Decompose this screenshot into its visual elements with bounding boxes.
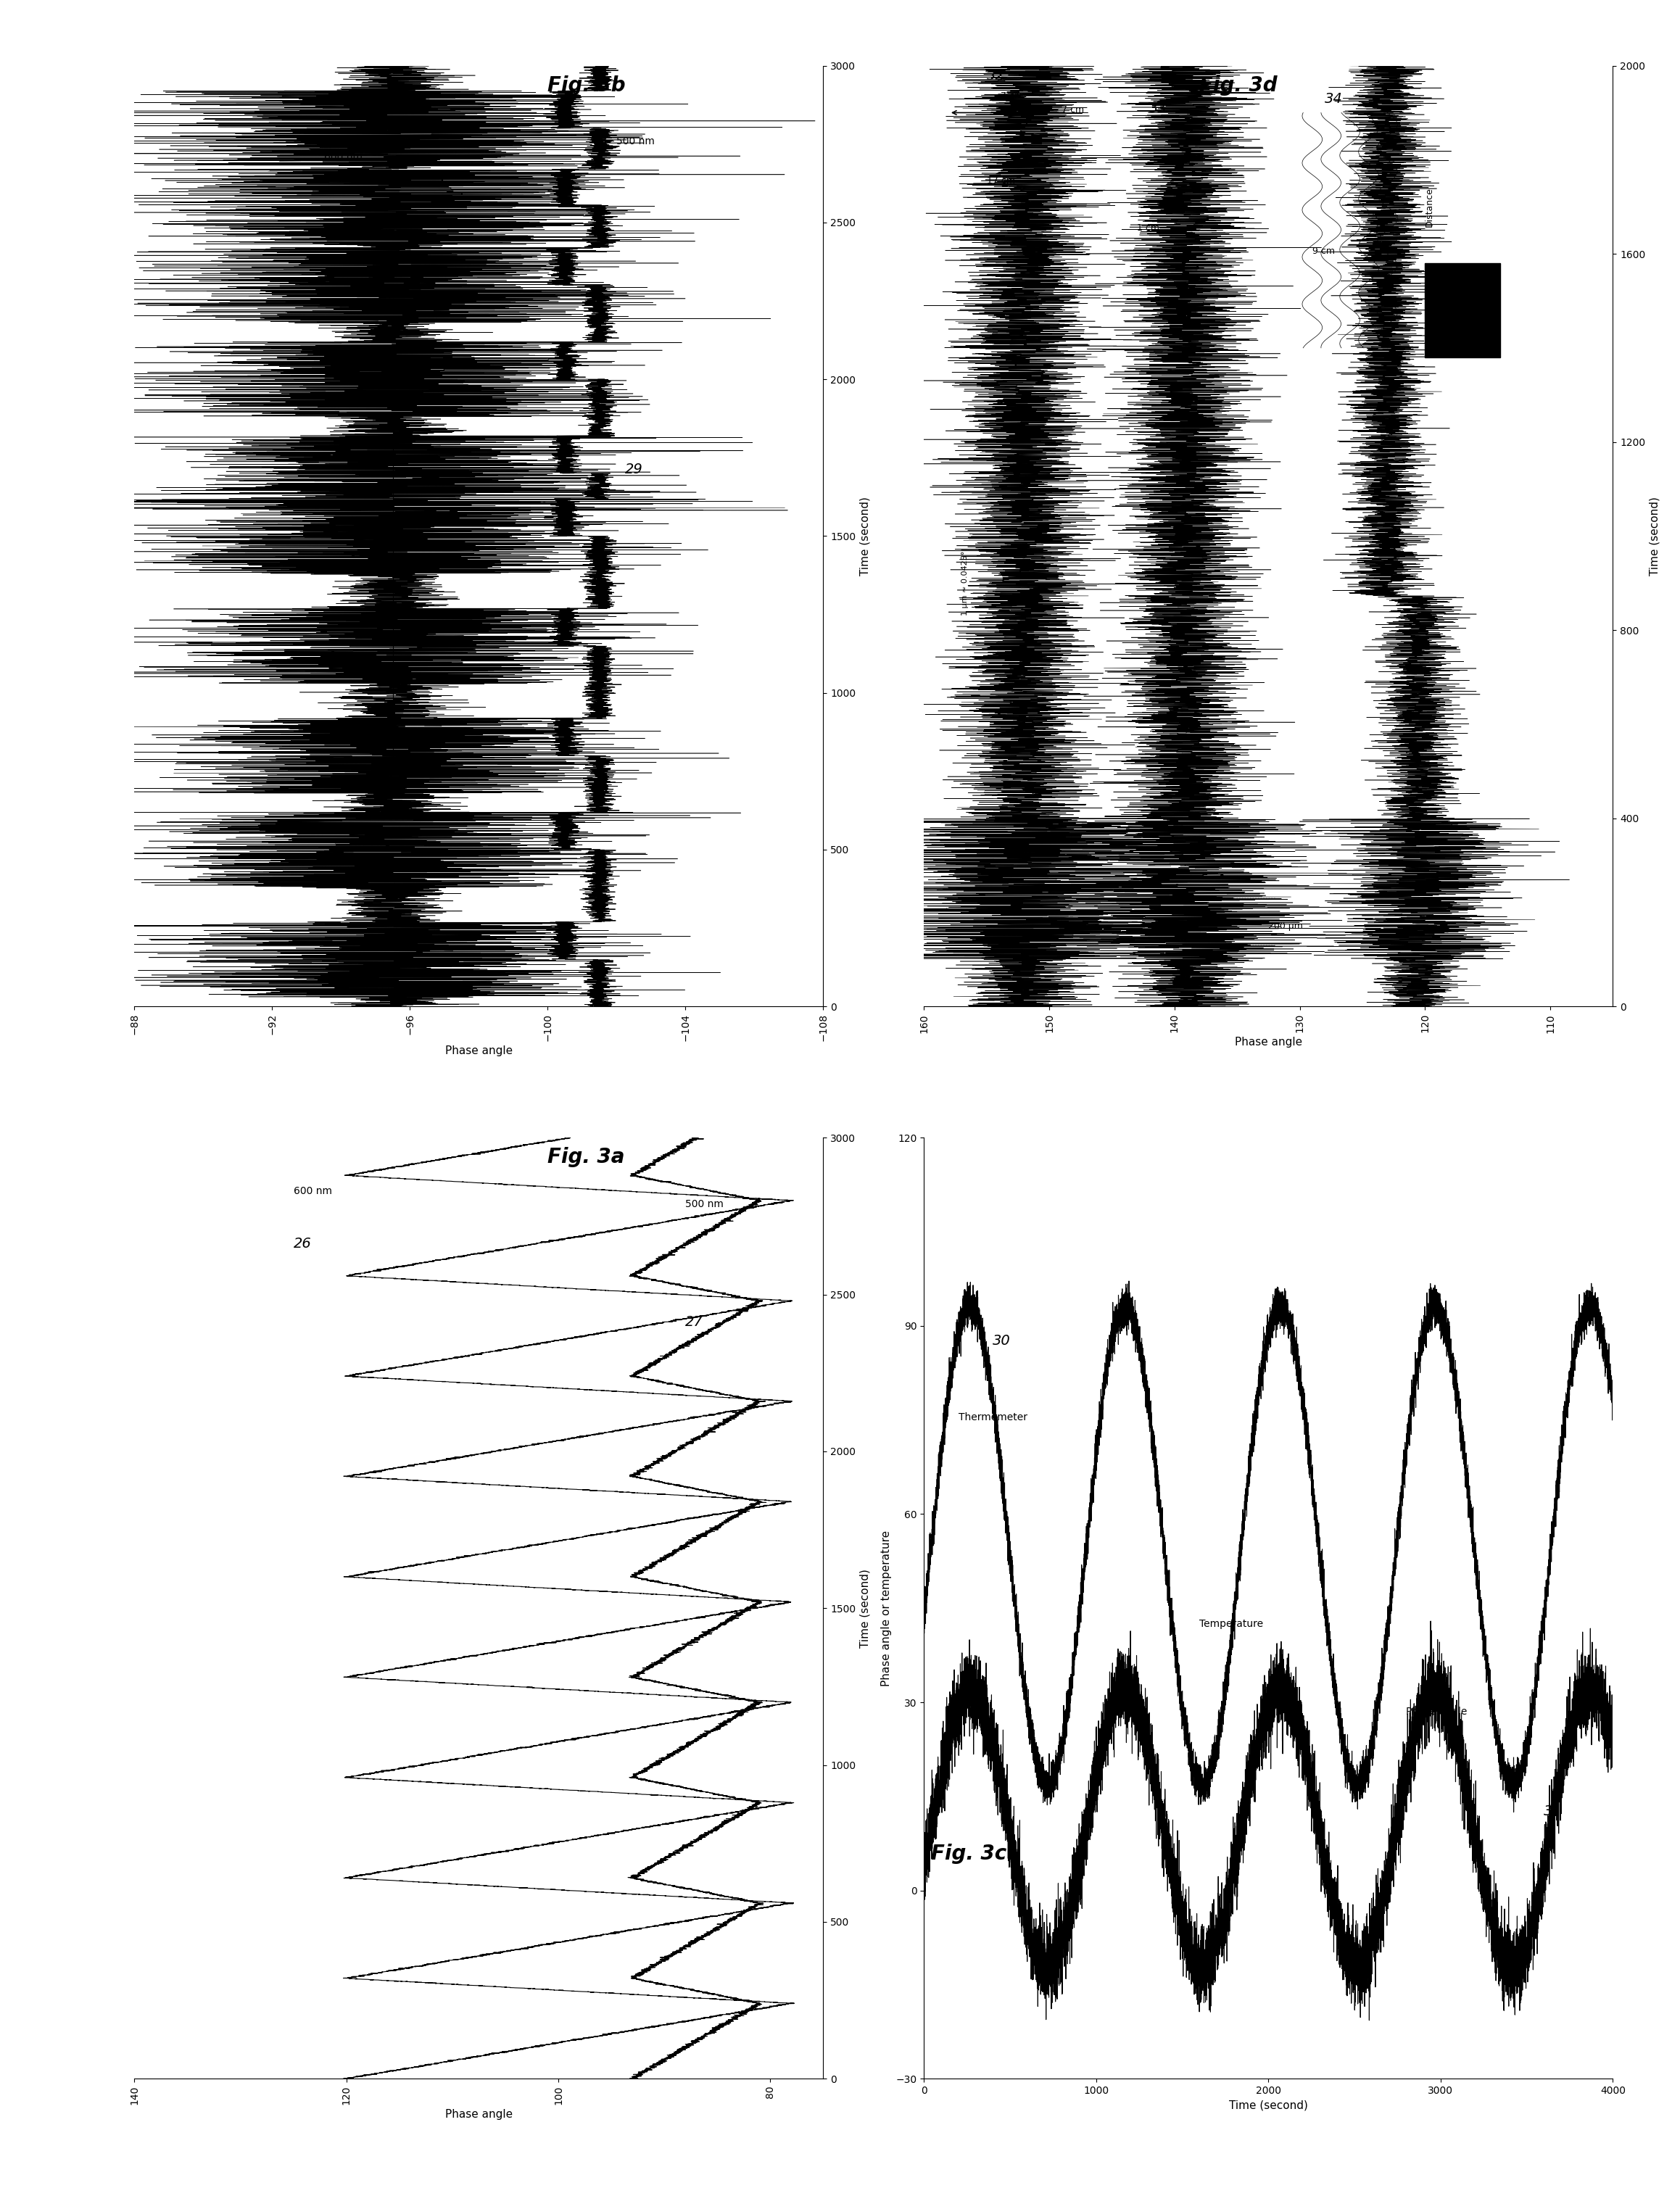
Y-axis label: Phase angle or temperature: Phase angle or temperature — [880, 1529, 892, 1687]
Text: 27: 27 — [685, 1315, 704, 1328]
Text: 1 cm: 1 cm — [1137, 223, 1159, 232]
Text: 500 nm: 500 nm — [617, 136, 655, 147]
Text: 7 cm: 7 cm — [1062, 105, 1084, 114]
Text: 17 cm: 17 cm — [986, 175, 1015, 186]
Text: 7 cm: 7 cm — [1000, 92, 1023, 101]
Text: 9 cm: 9 cm — [1312, 247, 1334, 256]
Text: 34: 34 — [1326, 92, 1342, 107]
Text: 33: 33 — [1149, 103, 1168, 116]
Text: 600 nm: 600 nm — [294, 1186, 331, 1197]
Text: Fig. 3d: Fig. 3d — [1200, 74, 1277, 96]
Text: 1 μm ≈ 0.0425°: 1 μm ≈ 0.0425° — [961, 551, 969, 615]
Text: Fig. 3c: Fig. 3c — [931, 1842, 1006, 1864]
X-axis label: Phase angle: Phase angle — [445, 2109, 512, 2120]
Text: 200 μm: 200 μm — [1268, 921, 1304, 932]
X-axis label: Phase angle: Phase angle — [445, 1046, 512, 1057]
Text: Fig. 3b: Fig. 3b — [548, 74, 625, 96]
Text: 28: 28 — [366, 667, 385, 680]
Y-axis label: Time (second): Time (second) — [860, 497, 870, 575]
Text: 29: 29 — [625, 462, 643, 477]
Text: 600 nm: 600 nm — [324, 151, 363, 162]
Text: Distance: Distance — [1425, 186, 1435, 228]
Text: Thermometer: Thermometer — [958, 1411, 1028, 1422]
Text: Fig. 3a: Fig. 3a — [548, 1147, 625, 1168]
Text: 30: 30 — [993, 1335, 1011, 1348]
X-axis label: Time (second): Time (second) — [1230, 2100, 1307, 2111]
X-axis label: Phase angle: Phase angle — [1235, 1037, 1302, 1048]
Text: 26: 26 — [294, 1236, 311, 1249]
Text: 500 nm: 500 nm — [685, 1199, 724, 1210]
Text: Phase angle: Phase angle — [1406, 1707, 1467, 1718]
Y-axis label: Time (second): Time (second) — [1650, 497, 1660, 575]
Y-axis label: Time (second): Time (second) — [860, 1569, 870, 1648]
Text: 32: 32 — [986, 68, 1005, 83]
Text: 31: 31 — [1544, 1805, 1562, 1818]
Text: Temperature: Temperature — [1200, 1619, 1263, 1630]
Bar — [1425, 263, 1500, 357]
